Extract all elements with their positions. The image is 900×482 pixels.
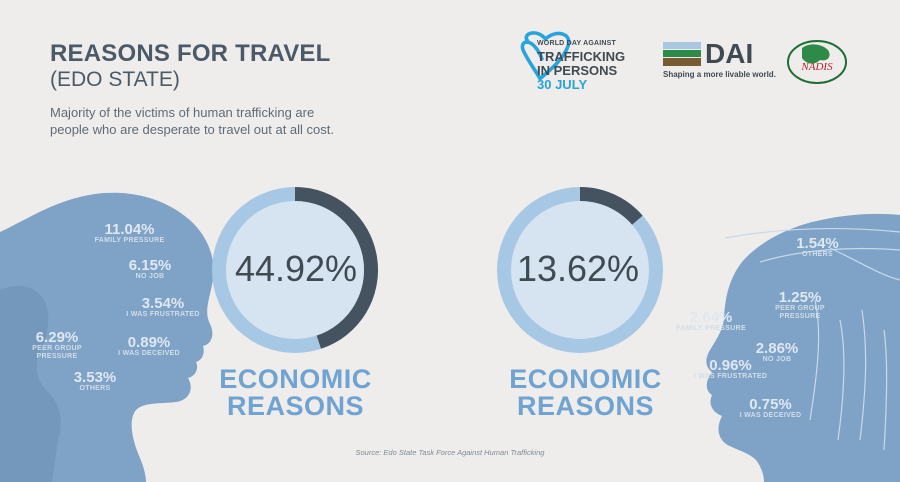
wdat-small: WORLD DAY AGAINST <box>537 40 616 47</box>
donut-1-value-segment <box>580 187 643 225</box>
right-stat-5: 0.75% I WAS DECEIVED <box>738 397 803 420</box>
left-stat-2-label: I WAS FRUSTRATED <box>126 311 200 318</box>
left-stat-5: 3.53% OTHERS <box>65 370 125 393</box>
right-stat-1-value: 1.25% <box>778 289 822 306</box>
right-stat-1: 1.25% PEER GROUP PRESSURE <box>770 290 830 321</box>
right-stat-1-label: PEER GROUP PRESSURE <box>775 305 825 320</box>
donut-1-title: ECONOMIC REASONS <box>509 364 662 421</box>
left-stat-5-value: 3.53% <box>73 369 117 386</box>
right-stat-3-label: NO JOB <box>762 356 792 363</box>
page-title-subline: (EDO STATE) <box>50 68 180 91</box>
wdat-logo-text: WORLD DAY AGAINST TRAFFICKING IN PERSONS… <box>537 38 625 92</box>
nadis-logo-text: NADIS <box>800 61 833 73</box>
right-stat-3-value: 2.86% <box>755 340 799 357</box>
right-stat-2: 2.64% FAMILY PRESSURE <box>676 310 746 333</box>
title-block: REASONS FOR TRAVEL (EDO STATE) <box>50 40 331 92</box>
left-stat-1-label: NO JOB <box>135 273 165 280</box>
donut-1-value-label: 13.62% <box>516 248 640 289</box>
right-stat-0-value: 1.54% <box>796 235 839 252</box>
left-stat-2: 3.54% I WAS FRUSTRATED <box>118 296 208 319</box>
left-stat-3-value: 6.29% <box>35 329 79 346</box>
donut-0-center <box>226 201 364 339</box>
left-stat-3: 6.29% PEER GROUP PRESSURE <box>28 330 86 361</box>
right-stat-3: 2.86% NO JOB <box>752 341 802 364</box>
left-stat-0-value: 11.04% <box>104 221 155 238</box>
donut-chart-1 <box>497 187 663 353</box>
right-stat-2-value: 2.64% <box>689 309 733 326</box>
left-stat-3-label: PEER GROUP PRESSURE <box>32 345 82 360</box>
left-stat-2-value: 3.54% <box>141 295 185 312</box>
right-stat-2-label: FAMILY PRESSURE <box>676 325 746 332</box>
page-title: REASONS FOR TRAVEL <box>50 40 331 67</box>
dai-tagline: Shaping a more livable world. <box>663 70 776 79</box>
left-stat-0: 11.04% FAMILY PRESSURE <box>82 222 177 245</box>
donut-0-title: ECONOMIC REASONS <box>219 364 372 421</box>
wdat-line1: TRAFFICKING <box>537 49 626 64</box>
nadis-logo-icon: NADIS <box>787 40 847 84</box>
left-stat-1-value: 6.15% <box>128 257 172 274</box>
right-stat-5-label: I WAS DECEIVED <box>739 412 802 419</box>
wdat-line2: IN PERSONS <box>537 63 618 78</box>
left-stat-1: 6.15% NO JOB <box>120 258 180 281</box>
right-stat-5-value: 0.75% <box>749 396 792 413</box>
right-stat-0-label: OTHERS <box>802 251 833 258</box>
donut-chart-0 <box>212 187 378 353</box>
left-stat-4-value: 0.89% <box>127 334 171 351</box>
donut-0-value-segment <box>295 187 378 349</box>
right-stat-4-label: I WAS FRUSTRATED <box>693 373 768 380</box>
heart-icon <box>520 31 571 82</box>
left-stat-4: 0.89% I WAS DECEIVED <box>114 335 184 358</box>
donut-0-value-label: 44.92% <box>234 248 358 289</box>
right-stat-0: 1.54% OTHERS <box>790 236 845 259</box>
right-stat-4: 0.96% I WAS FRUSTRATED <box>688 358 773 381</box>
wdat-date: 30 JULY <box>537 77 588 92</box>
dai-logo-icon <box>663 42 701 66</box>
donut-1-center <box>511 201 649 339</box>
donut-0-group <box>212 187 378 353</box>
left-stat-0-label: FAMILY PRESSURE <box>94 237 165 244</box>
left-stat-4-label: I WAS DECEIVED <box>118 350 180 357</box>
donut-1-group <box>497 187 663 353</box>
dai-logo-text: DAI <box>705 38 754 69</box>
page-subtitle: Majority of the victims of human traffic… <box>50 105 335 137</box>
source-note: Source: Edo State Task Force Against Hum… <box>355 448 545 457</box>
left-stat-5-label: OTHERS <box>79 385 111 392</box>
right-stat-4-value: 0.96% <box>709 357 752 374</box>
